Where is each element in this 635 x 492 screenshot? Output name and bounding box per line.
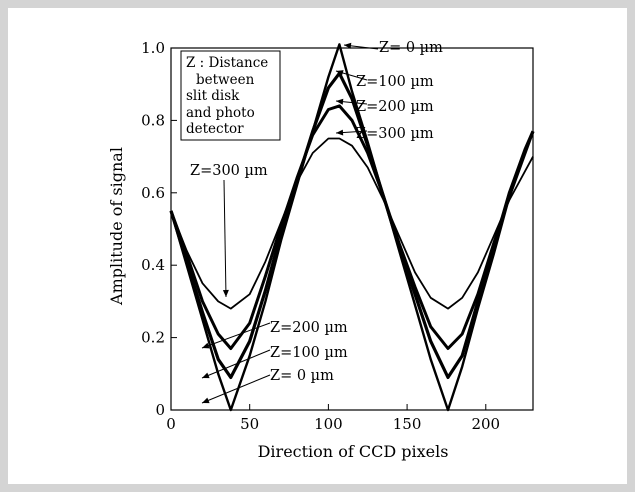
annotation-label-2: Z=200 µm <box>356 99 434 115</box>
annotation-arrow-6 <box>201 349 271 379</box>
annotation-arrowhead-1 <box>336 70 344 76</box>
chart-marks <box>169 43 535 412</box>
annotation-arrowhead-0 <box>344 42 352 49</box>
annotation-label-5: Z=200 µm <box>270 320 348 336</box>
annotation-arrowhead-2 <box>336 98 344 105</box>
annotation-arrowhead-6 <box>202 372 210 379</box>
x-tick-label: 0 <box>166 415 176 433</box>
legend-line-2: slit disk <box>186 88 240 104</box>
legend-line-4: detector <box>186 121 244 137</box>
y-tick-label: 0.4 <box>141 256 165 274</box>
plot-area-frame <box>170 47 534 411</box>
annotation-arrowhead-3 <box>336 129 344 136</box>
y-tick-label: 1.0 <box>141 39 165 57</box>
series-line-0 <box>169 43 535 412</box>
y-tick-label: 0 <box>155 401 165 419</box>
series-line-1 <box>169 71 535 379</box>
x-tick-label: 200 <box>471 415 500 433</box>
annotation-label-3: Z=300 µm <box>356 126 434 142</box>
legend-line-0: Z : Distance <box>186 55 268 71</box>
annotation-label-0: Z= 0 µm <box>379 40 443 56</box>
y-tick-label: 0.6 <box>141 184 165 202</box>
x-tick-label: 50 <box>240 415 259 433</box>
x-tick-label: 150 <box>393 415 422 433</box>
legend-line-1: between <box>196 72 255 88</box>
annotation-arrowhead-7 <box>202 397 210 404</box>
y-tick-label: 0.2 <box>141 329 165 347</box>
x-tick-label: 100 <box>314 415 343 433</box>
figure-panel <box>8 8 627 484</box>
annotation-label-6: Z=100 µm <box>270 345 348 361</box>
annotation-label-4: Z=300 µm <box>190 163 268 179</box>
y-tick-label: 0.8 <box>141 111 165 129</box>
annotation-label-7: Z= 0 µm <box>270 368 334 384</box>
annotation-label-1: Z=100 µm <box>356 74 434 90</box>
series-line-2 <box>169 104 535 350</box>
y-axis-label: Amplitude of signal <box>107 147 126 306</box>
annotation-arrow-7 <box>201 374 271 404</box>
axis-ticks: 0 50 100 150 200 0 0.2 0.4 0.6 0.8 1.0 <box>141 39 500 433</box>
series-line-3 <box>170 137 534 310</box>
annotation-arrow-4 <box>223 179 227 298</box>
annotation-arrowhead-5 <box>202 342 210 349</box>
annotation-arrowhead-4 <box>222 289 229 297</box>
annotation-arrow-5 <box>201 322 271 349</box>
x-axis-label: Direction of CCD pixels <box>258 442 449 461</box>
legend-line-3: and photo <box>186 105 255 121</box>
legend-frame <box>180 50 281 141</box>
annotations: Z= 0 µm Z=100 µm Z=200 µm Z=300 µm Z=300 µm Z… <box>190 40 443 404</box>
